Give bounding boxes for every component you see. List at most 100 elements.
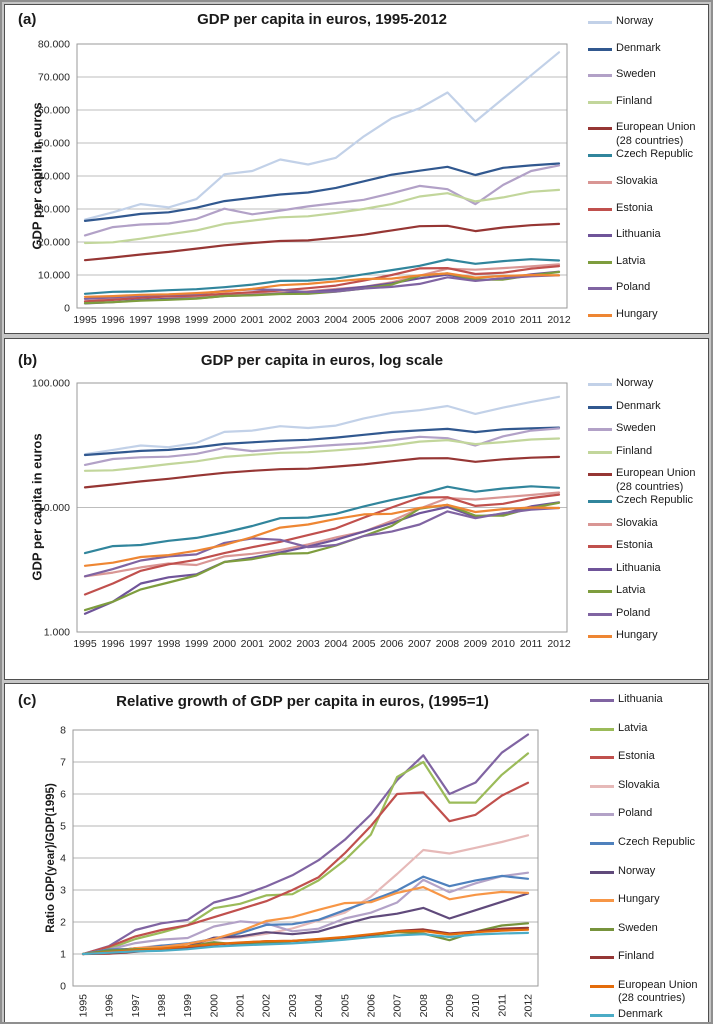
legend-item: Norway: [590, 865, 708, 894]
legend-item: Finland: [590, 950, 708, 979]
legend-item: Estonia: [588, 202, 708, 229]
legend-item: Estonia: [588, 539, 708, 562]
x-tick-label: 2000: [213, 314, 237, 326]
legend-label: Norway: [618, 864, 656, 877]
legend-label: Slovakia: [616, 174, 658, 187]
y-tick-label: 70.000: [38, 72, 70, 84]
series-line-denmark: [83, 426, 561, 457]
legend-swatch-icon: [590, 841, 614, 845]
x-tick-label: 2011: [520, 638, 543, 650]
legend-item: Finland: [588, 445, 708, 468]
y-tick-label: 6: [60, 789, 66, 801]
panel-b-label: (b): [18, 352, 38, 369]
series-line-estonia: [83, 265, 561, 303]
legend-label: Sweden: [616, 422, 656, 434]
legend-item: Poland: [590, 807, 708, 836]
x-tick-label: 2007: [408, 314, 432, 326]
x-tick-label: 1998: [157, 638, 181, 650]
series-line-european-union-28-countries: [83, 455, 561, 489]
legend-swatch-icon: [590, 1013, 614, 1017]
x-tick-label: 1997: [130, 994, 142, 1018]
y-tick-label: 100.000: [32, 378, 70, 390]
x-tick-label: 2008: [418, 994, 430, 1018]
chart-c-plot: 0 1 2 3 4 5 6 7 8 1995 1996 1997 1998 1999 2000 2001 200…: [60, 725, 539, 1018]
x-tick-label: 2005: [352, 638, 376, 650]
y-tick-label: 8: [60, 725, 66, 737]
x-tick-label: 1995: [78, 994, 90, 1018]
legend-item: Lithuania: [588, 228, 708, 255]
series-line-european-union-28-countries: [83, 222, 561, 262]
legend-item: Slovakia: [590, 779, 708, 808]
series-line-denmark: [81, 931, 530, 956]
series-lines: [83, 51, 561, 305]
gridlines: [77, 382, 567, 633]
x-axis-tick-labels: 1995 1996 1997 1998 1999 2000 2001 2002 2003 2004…: [78, 994, 535, 1018]
legend-label: European Union (28 countries): [618, 978, 698, 1005]
legend-label: Latvia: [616, 254, 646, 267]
series-line-estonia: [81, 781, 530, 956]
chart-c-title: Relative growth of GDP per capita in eur…: [116, 693, 489, 710]
y-tick-label: 5: [60, 821, 66, 833]
x-tick-label: 1995: [73, 638, 97, 650]
x-tick-label: 2001: [235, 994, 247, 1018]
legend-label: European Union (28 countries): [616, 121, 696, 147]
x-tick-label: 2004: [313, 994, 325, 1018]
series-line-hungary: [81, 886, 530, 956]
chart-b-title: GDP per capita in euros, log scale: [200, 352, 444, 369]
legend-swatch-icon: [588, 450, 612, 454]
x-tick-label: 2011: [496, 994, 508, 1017]
x-tick-label: 2012: [523, 994, 535, 1018]
legend-swatch-icon: [590, 727, 614, 731]
x-tick-label: 2004: [324, 314, 348, 326]
x-tick-label: 2003: [287, 994, 299, 1018]
legend-swatch-icon: [588, 154, 612, 158]
legend-swatch-icon: [588, 74, 612, 78]
legend-label: Czech Republic: [618, 835, 696, 848]
x-tick-label: 1999: [182, 994, 194, 1018]
x-tick-label: 2010: [492, 314, 516, 326]
y-tick-label: 0: [60, 981, 66, 993]
legend-item: Finland: [588, 95, 708, 122]
y-tick-label: 0: [64, 303, 70, 315]
legend-item: Denmark: [588, 400, 708, 423]
legend-swatch-icon: [588, 234, 612, 238]
legend-item: Latvia: [590, 722, 708, 751]
x-tick-label: 2005: [352, 314, 376, 326]
legend-swatch-icon: [588, 47, 612, 51]
legend-label: Denmark: [618, 1007, 663, 1020]
legend-label: Estonia: [618, 750, 655, 763]
x-tick-label: 2004: [324, 638, 348, 650]
legend-label: Estonia: [616, 539, 653, 551]
x-tick-label: 1996: [104, 994, 116, 1018]
x-tick-label: 2006: [380, 314, 404, 326]
y-tick-label: 10.000: [38, 270, 70, 282]
legend-item: Denmark: [590, 1007, 708, 1022]
x-tick-label: 1996: [101, 314, 125, 326]
x-axis-tick-labels: 1995 1996 1997 1998 1999 2000 2001 2002 2003 2004…: [73, 638, 571, 650]
series-line-slovakia: [83, 491, 561, 578]
y-tick-label: 3: [60, 885, 66, 897]
legend-item: Latvia: [588, 255, 708, 282]
legend-item: Poland: [588, 607, 708, 630]
x-tick-label: 2005: [339, 994, 351, 1018]
legend-swatch-icon: [588, 522, 612, 526]
chart-a-title: GDP per capita in euros, 1995-2012: [197, 11, 447, 28]
x-tick-label: 2009: [444, 994, 456, 1018]
legend-label: Sweden: [618, 921, 658, 934]
legend-label: Finland: [616, 94, 653, 107]
legend-label: Hungary: [616, 307, 658, 320]
legend-label: Slovakia: [618, 778, 660, 791]
legend-swatch-icon: [590, 870, 614, 874]
y-tick-label: 20.000: [38, 237, 70, 249]
y-axis-tick-labels: 1.000 10.000 100.000: [32, 378, 70, 639]
legend-item: Poland: [588, 281, 708, 308]
panel-a-label: (a): [18, 11, 37, 28]
legend-swatch-icon: [588, 127, 612, 131]
legend-swatch-icon: [588, 21, 612, 24]
legend-swatch-icon: [588, 545, 612, 548]
legend-label: Finland: [618, 950, 655, 963]
x-tick-label: 2011: [520, 314, 543, 326]
legend-label: Poland: [616, 281, 651, 294]
legend-item: Sweden: [590, 922, 708, 951]
x-tick-label: 2003: [296, 314, 320, 326]
